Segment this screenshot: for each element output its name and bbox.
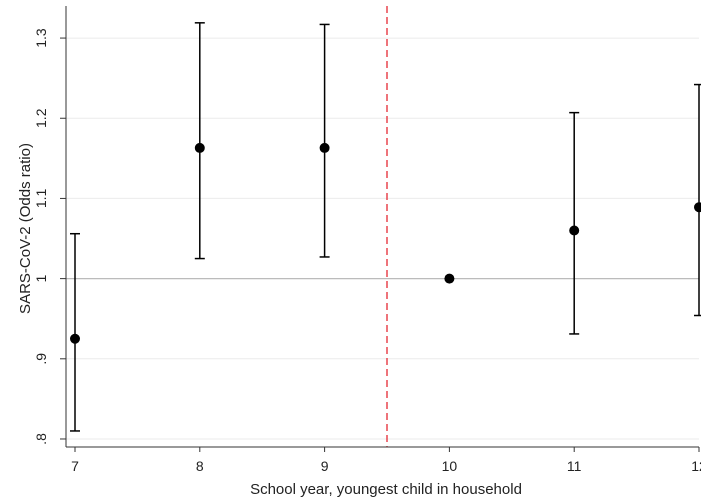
x-tick-label-2: 9 (321, 458, 329, 474)
y-tick-label-5: 1.3 (33, 28, 49, 48)
y-tick-label-2: 1 (33, 275, 49, 283)
data-marks (70, 22, 701, 432)
y-tick-label-1: .9 (33, 353, 49, 365)
data-point-1 (194, 142, 205, 153)
y-tick-label-4: 1.2 (33, 108, 49, 128)
x-tick-label-0: 7 (71, 458, 79, 474)
y-axis-title: SARS-CoV-2 (Odds ratio) (17, 143, 34, 314)
x-tick-label-4: 11 (567, 458, 582, 474)
data-point-5 (694, 202, 701, 213)
y-tick-label-0: .8 (33, 433, 49, 445)
y-tick-label-3: 1.1 (33, 188, 49, 208)
x-axis-title: School year, youngest child in household (250, 481, 522, 498)
x-tick-label-3: 10 (442, 458, 458, 474)
grid-lines (66, 37, 699, 440)
data-point-4 (569, 225, 580, 236)
x-tick-label-1: 8 (196, 458, 204, 474)
data-point-3 (444, 273, 455, 284)
data-point-0 (70, 333, 80, 344)
reference-lines (66, 6, 699, 447)
x-tick-label-5: 12 (691, 458, 701, 474)
axes: .8 .9 1 1.1 1.2 1.3 7 8 9 10 11 12 (33, 6, 701, 474)
data-point-2 (319, 142, 330, 153)
